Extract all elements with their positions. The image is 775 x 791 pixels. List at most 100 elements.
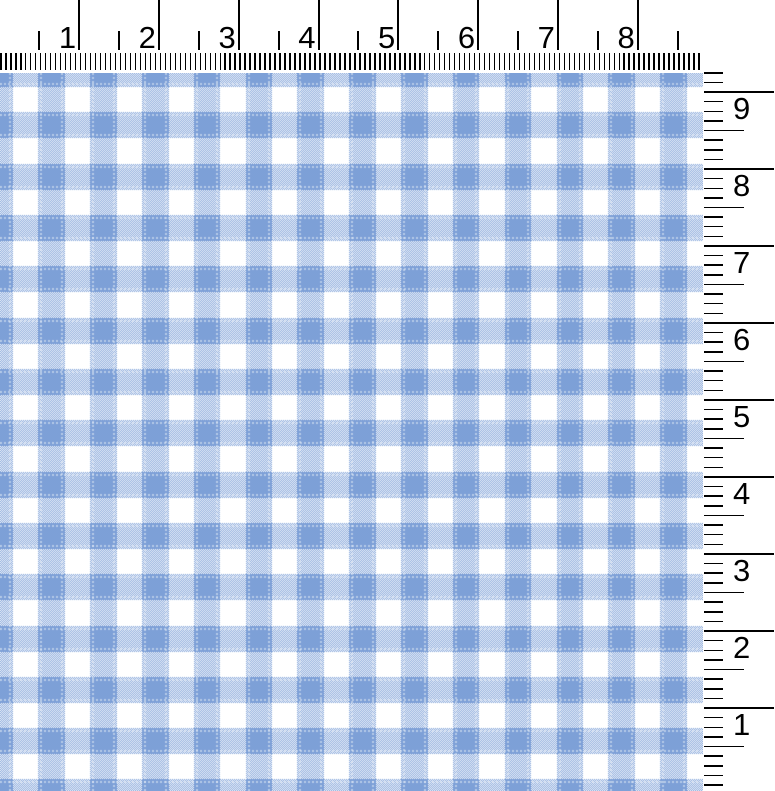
sixteenth-tick-mark [568,53,571,70]
sixteenth-tick-mark [598,53,601,70]
sixteenth-tick-mark [54,53,57,70]
sixteenth-tick-mark [558,53,561,70]
sixteenth-tick-mark [513,53,516,70]
sixteenth-tick-mark [538,53,541,70]
sixteenth-tick-mark [653,53,655,70]
sixteenth-tick-mark [643,53,645,70]
sixteenth-tick-mark [683,53,685,70]
sixteenth-tick-mark [339,53,341,70]
sixteenth-tick-mark [314,53,316,70]
sixteenth-tick-mark [24,53,27,70]
eighth-tick-mark [704,697,723,700]
sixteenth-tick-mark [658,53,660,70]
half-inch-tick-mark [704,283,744,286]
eighth-tick-mark [704,678,723,680]
eighth-tick-mark [704,216,723,218]
sixteenth-tick-mark [533,53,536,70]
sixteenth-tick-mark [493,53,496,70]
sixteenth-tick-mark [249,53,251,70]
sixteenth-tick-mark [528,53,531,70]
half-inch-tick-mark [676,31,679,50]
sixteenth-tick-mark [5,53,7,70]
eighth-tick-mark [704,611,723,613]
sixteenth-tick-mark [334,53,336,70]
sixteenth-tick-mark [438,53,441,70]
sixteenth-tick-mark [638,53,640,70]
sixteenth-tick-mark [548,53,551,70]
sixteenth-tick-mark [698,53,700,70]
eighth-tick-mark [704,736,723,738]
sixteenth-tick-mark [603,53,606,70]
sixteenth-tick-mark [404,53,406,70]
ruler-inch-label: 5 [733,399,751,434]
sixteenth-tick-mark [274,53,276,70]
eighth-tick-mark [704,485,723,488]
sixteenth-tick-mark [423,53,426,70]
half-inch-tick-mark [38,31,41,50]
eighth-tick-mark [704,370,723,372]
ruler-inch-label: 2 [733,630,751,665]
half-inch-tick-mark [704,437,744,440]
half-inch-tick-mark [704,745,744,748]
eighth-tick-mark [704,774,723,777]
ruler-vertical-inches: 9 8 7 6 5 4 3 2 1 [703,72,775,791]
half-inch-tick-mark [197,31,200,50]
inch-tick-mark [704,168,774,170]
eighth-tick-mark [704,755,723,757]
sixteenth-tick-mark [244,53,246,70]
half-inch-tick-mark [277,31,280,50]
sixteenth-tick-mark [518,53,521,70]
eighth-tick-mark [704,533,723,536]
sixteenth-tick-mark [324,53,326,70]
sixteenth-tick-mark [633,53,635,70]
sixteenth-tick-mark [99,53,102,70]
sixteenth-tick-mark [374,53,376,70]
sixteenth-tick-mark [189,53,192,70]
half-inch-tick-mark [357,31,360,50]
eighth-tick-mark [704,100,723,103]
sixteenth-tick-mark [304,53,306,70]
sixteenth-tick-mark [573,53,576,70]
sixteenth-tick-mark [0,53,2,70]
sixteenth-tick-mark [269,53,271,70]
eighth-tick-mark [704,274,723,276]
sixteenth-tick-mark [443,53,446,70]
eighth-tick-mark [704,120,723,122]
sixteenth-tick-mark [344,53,346,70]
eighth-tick-mark [704,341,723,343]
sixteenth-tick-mark [299,53,301,70]
sixteenth-tick-mark [483,53,486,70]
sixteenth-tick-mark [139,53,142,70]
sixteenth-tick-mark [593,53,596,70]
sixteenth-tick-mark [154,53,157,70]
eighth-tick-mark [704,784,723,786]
sixteenth-tick-mark [44,53,47,70]
sixteenth-tick-mark [69,53,72,70]
sixteenth-tick-mark [508,53,511,70]
eighth-tick-mark [704,197,723,199]
ruler-inch-label: 7 [537,20,555,55]
sixteenth-tick-mark [34,53,37,70]
eighth-tick-mark [704,177,723,180]
eighth-tick-mark [704,293,723,295]
sixteenth-tick-mark [149,53,152,70]
ruler-inch-label: 1 [733,707,751,742]
sixteenth-tick-mark [169,53,172,70]
sixteenth-tick-mark [39,53,42,70]
sixteenth-tick-mark [259,53,261,70]
sixteenth-tick-mark [74,53,77,70]
eighth-tick-mark [704,235,723,238]
sixteenth-tick-mark [613,53,615,70]
eighth-tick-mark [704,187,723,190]
inch-tick-mark [397,0,400,50]
half-inch-tick-mark [118,31,120,50]
eighth-tick-mark [704,639,723,642]
sixteenth-tick-mark [234,53,236,70]
eighth-tick-mark [704,495,723,497]
sixteenth-tick-mark [523,53,526,70]
sixteenth-tick-mark [124,53,127,70]
eighth-tick-mark [704,418,723,420]
ruler-inch-label: 5 [378,20,396,55]
sixteenth-tick-mark [20,53,22,70]
